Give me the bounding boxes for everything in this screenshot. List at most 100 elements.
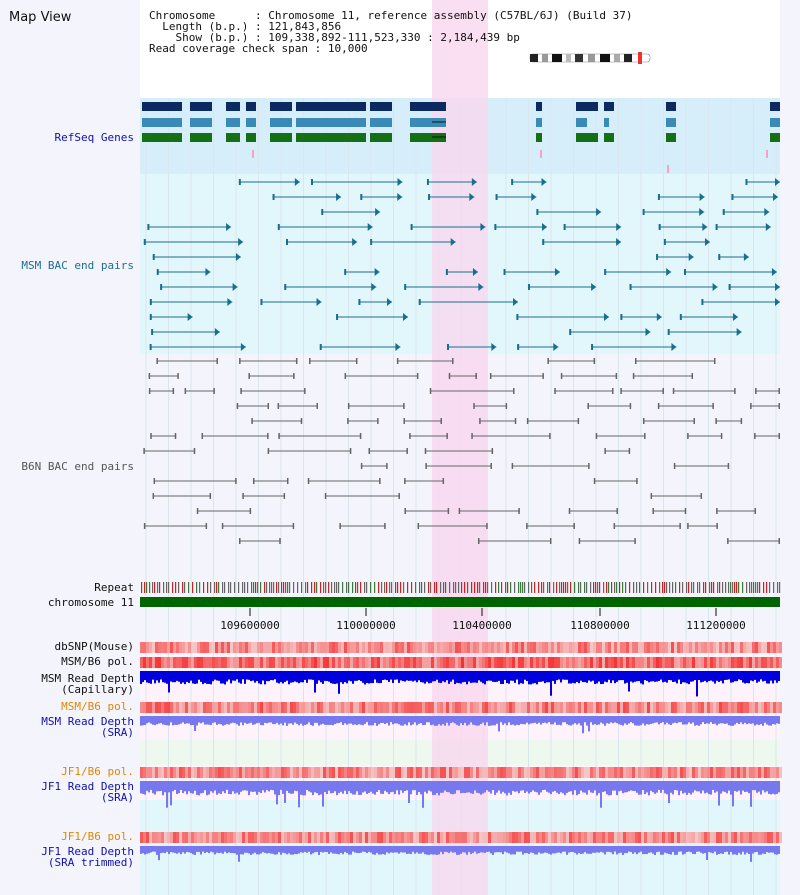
msm-depth-sra-bar [460,716,462,724]
jf1-depth-sra-bar [370,781,372,792]
msm-depth-sra-bar [430,716,432,726]
msm-depth-sra-bar [506,716,508,726]
dbsnp-heat [266,642,269,653]
jf1-depth-trim-label: JF1 Read Depth (SRA trimmed) [41,845,134,869]
msm-b6-pol-heat [203,657,206,668]
jf1-depth-trim-bar [612,846,614,855]
msm-depth-sra-bar [712,716,714,724]
msm-b6-pol-2-heat [608,702,611,713]
repeat-element [199,582,201,593]
msm-bac-end [728,284,731,290]
dbsnp-heat [590,642,593,653]
ideogram-band [566,54,571,62]
msm-depth-cap-bar [392,671,394,683]
jf1-depth-trim-bar [266,846,268,854]
msm-depth-sra-bar [268,716,270,723]
msm-b6-pol-heat [425,657,428,668]
jf1-depth-trim-bar [444,846,446,852]
msm-b6-pol-heat [596,657,599,668]
jf1-depth-sra-bar [730,781,732,795]
msm-depth-sra-bar [316,716,318,723]
dbsnp-heat [575,642,578,653]
msm-bac-end [715,224,718,230]
msm-b6-pol-heat [767,657,770,668]
msm-b6-pol-heat [545,657,548,668]
repeat-element [141,582,143,593]
jf1-depth-trim-bar [538,846,540,853]
msm-b6-pol-heat [731,657,734,668]
jf1-b6-pol-2-heat [287,832,290,843]
jf1-depth-sra-bar [682,781,684,794]
jf1-b6-pol-heat [581,767,584,778]
msm-depth-cap-bar [184,671,186,685]
dbsnp-heat [659,642,662,653]
b6n-bac-end [417,523,420,529]
msm-depth-sra-bar [154,716,156,726]
msm-depth-cap-bar [586,671,588,683]
b6n-bac-end [490,463,492,469]
dbsnp-heat [203,642,206,653]
jf1-depth-sra-bar [718,781,720,806]
jf1-depth-sra-bar [302,781,304,796]
msm-b6-pol-2-heat [170,702,173,713]
msm-bac-label[interactable]: MSM BAC end pairs [21,259,134,272]
msm-depth-sra-bar [542,716,544,724]
refseq-gene-block [604,102,614,111]
jf1-b6-pol-heat [776,767,779,778]
msm-depth-cap-bar [394,671,396,680]
msm-b6-pol-heat [689,657,692,668]
msm-depth-cap-bar [764,671,766,681]
msm-depth-sra-bar [652,716,654,724]
msm-depth-cap-bar [282,671,284,684]
msm-bac-end [704,238,710,246]
jf1-depth-sra-bar [324,781,326,793]
msm-depth-sra-bar [598,716,600,725]
dbsnp-heat [413,642,416,653]
jf1-depth-sra-bar [726,781,728,794]
msm-depth-cap-bar [190,671,192,681]
jf1-depth-trim-bar [142,846,144,854]
b6n-bac-end [595,433,598,439]
jf1-depth-sra-bar [676,781,678,791]
msm-depth-sra-bar [726,716,728,724]
jf1-depth-trim-bar [300,846,302,853]
dbsnp-heat [350,642,353,653]
msm-depth-sra-bar [730,716,732,726]
msm-b6-pol-heat [530,657,533,668]
msm-depth-sra-bar [356,716,358,726]
msm-b6-pol-2-heat [164,702,167,713]
jf1-depth-sra-bar [620,781,622,791]
repeat-element [175,582,177,593]
msm-b6-pol-heat [713,657,716,668]
jf1-depth-sra-bar [352,781,354,795]
jf1-b6-pol-heat [536,767,539,778]
msm-depth-cap-bar [330,671,332,684]
msm-depth-sra-bar [282,716,284,726]
dbsnp-heat [236,642,239,653]
jf1-b6-pol-heat [737,767,740,778]
msm-depth-sra-bar [690,716,692,724]
b6n-bac-end [657,403,660,409]
msm-depth-cap-bar [424,671,426,684]
jf1-depth-sra-bar [394,781,396,795]
refseq-genes-label[interactable]: RefSeq Genes [54,131,134,144]
jf1-b6-pol-2-heat [308,832,311,843]
b6n-bac-end [593,478,596,484]
jf1-b6-pol-2-heat [542,832,545,843]
jf1-b6-pol-2-heat [200,832,203,843]
jf1-depth-trim-bar [312,846,314,854]
jf1-depth-trim-bar [450,846,452,852]
jf1-b6-pol-2-heat [314,832,317,843]
msm-b6-pol-2-heat [578,702,581,713]
msm-b6-pol-2-heat [140,702,143,713]
jf1-depth-sra-bar [746,781,748,792]
b6n-bac-label[interactable]: B6N BAC end pairs [21,460,134,473]
msm-b6-pol-heat [320,657,323,668]
msm-depth-cap-bar [506,671,508,684]
msm-depth-cap-bar [442,671,444,682]
msm-depth-cap-bar [520,671,522,684]
msm-depth-cap-bar [774,671,776,681]
jf1-depth-trim-bar [230,846,232,854]
jf1-depth-sra-bar [400,781,402,791]
repeat-element [436,582,438,593]
